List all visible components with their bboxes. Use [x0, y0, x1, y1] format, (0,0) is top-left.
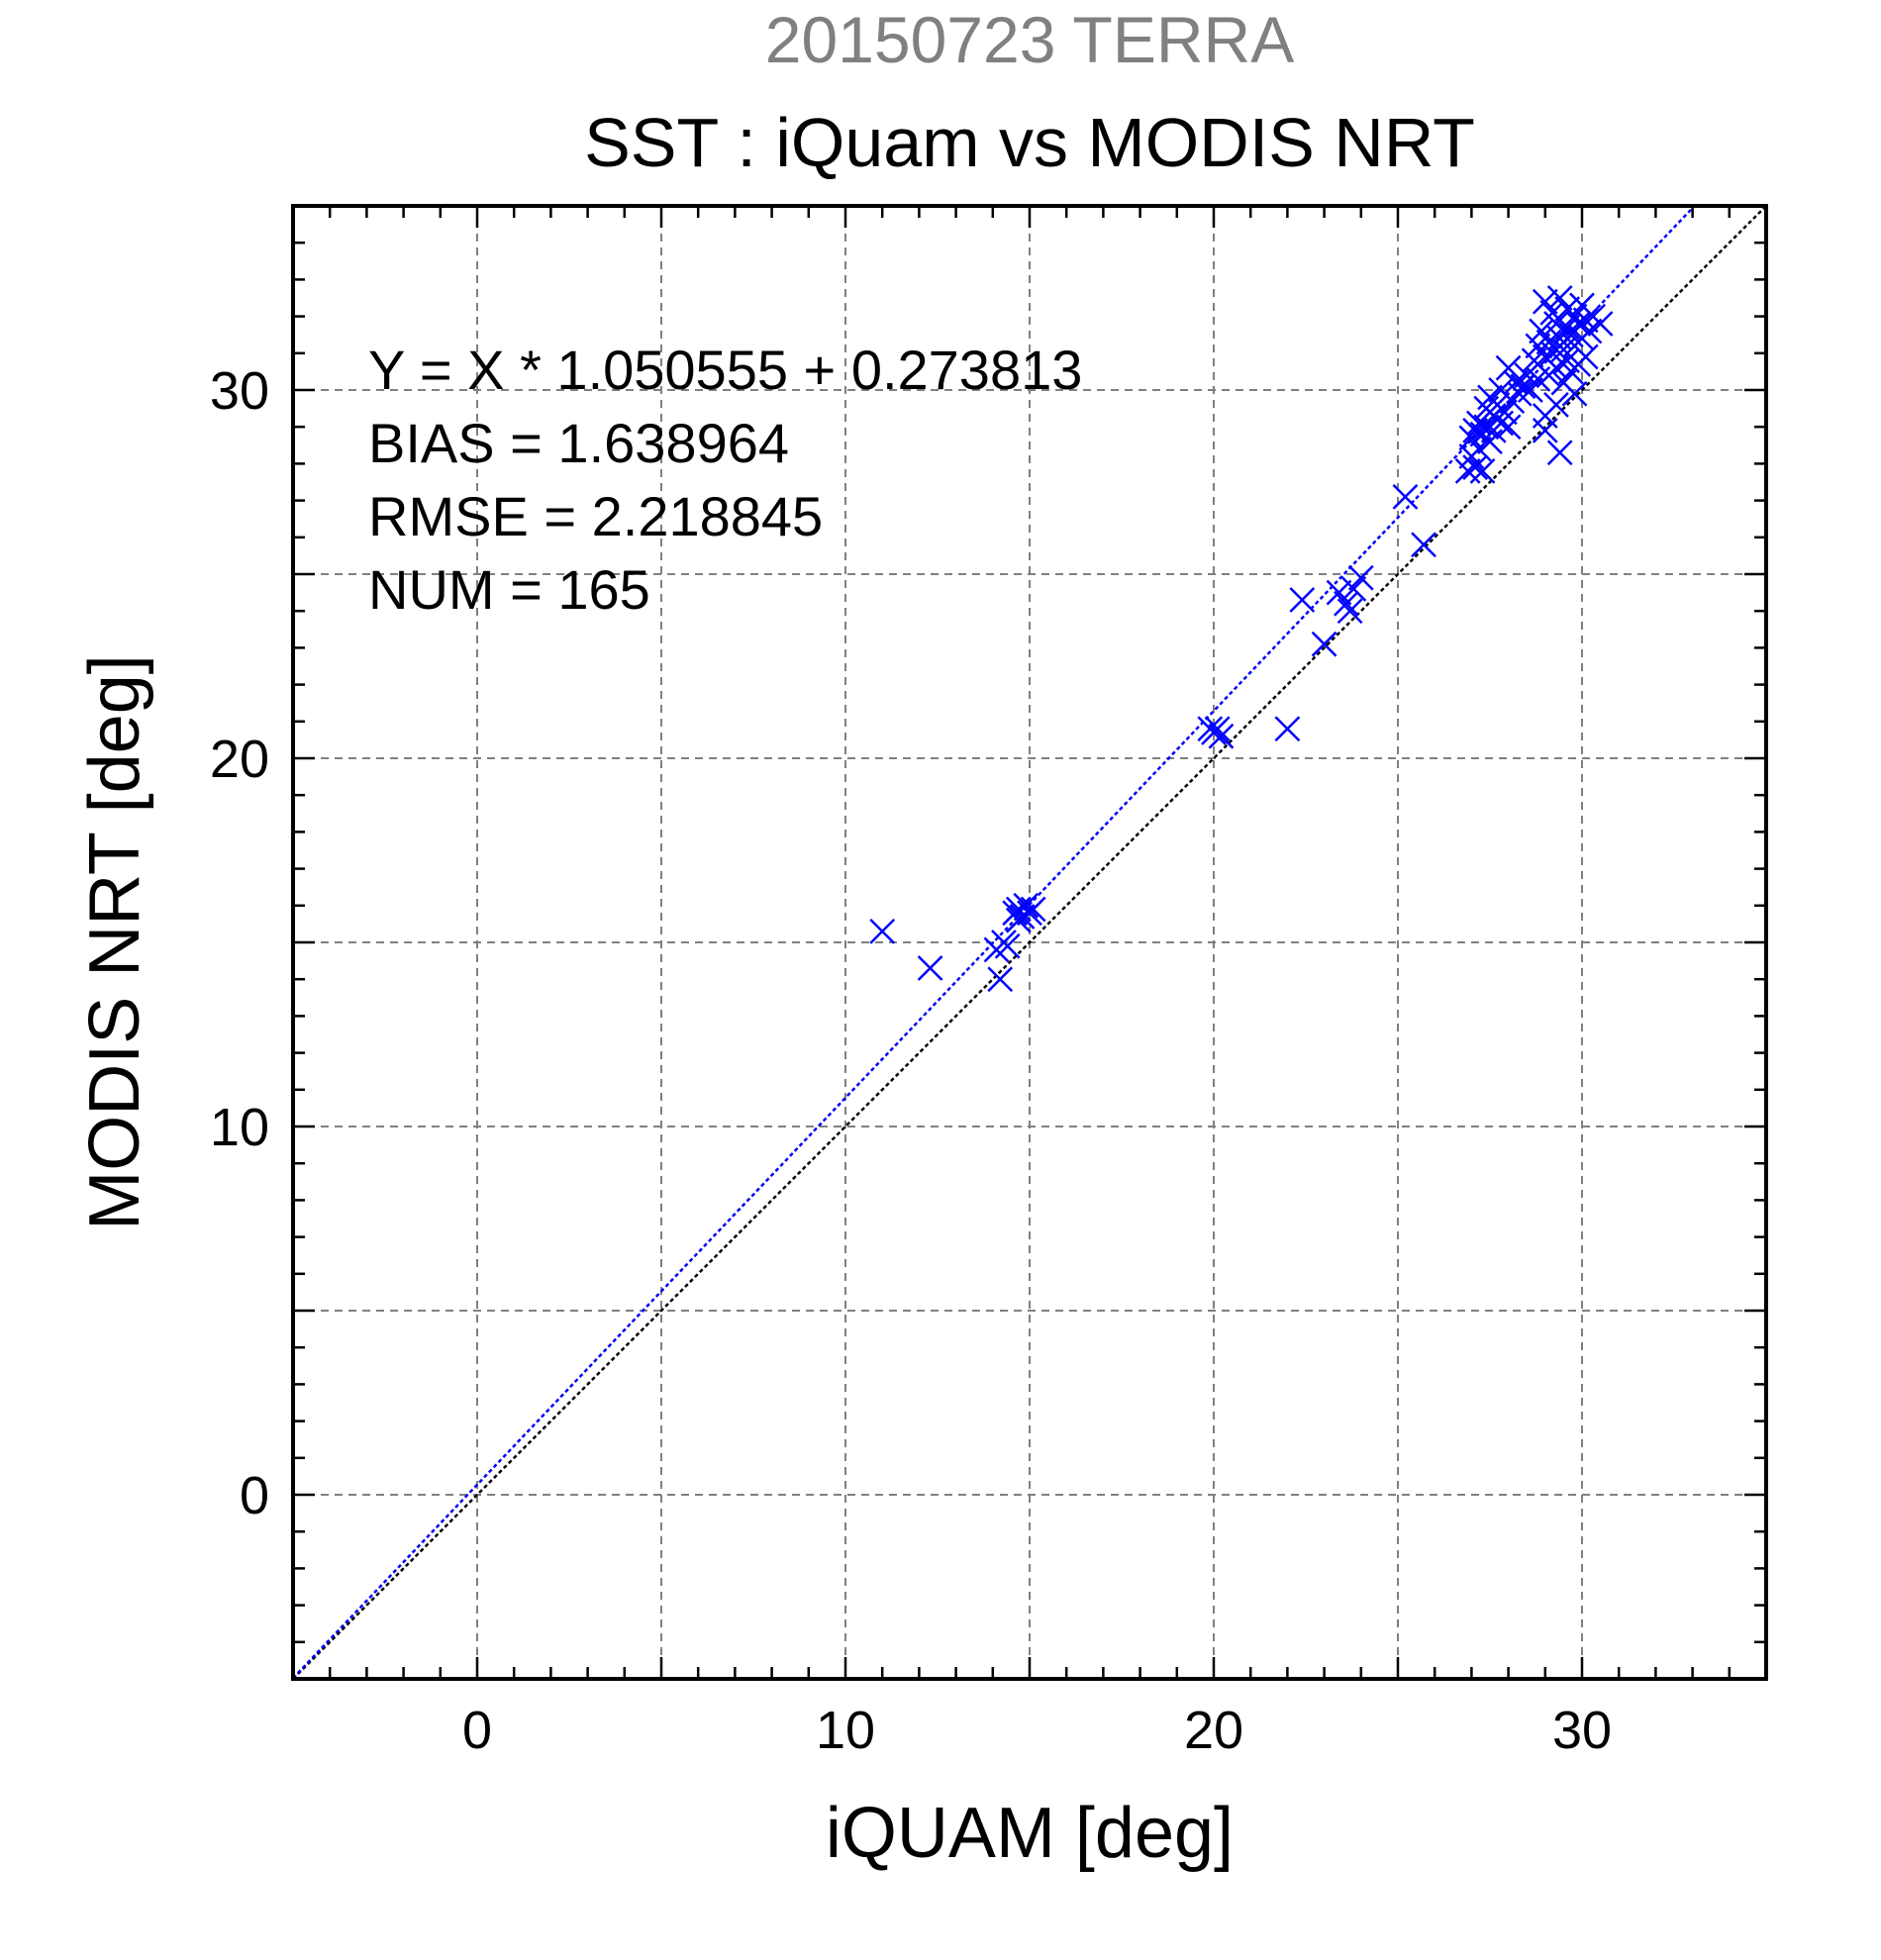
num-text: NUM = 165	[368, 558, 650, 621]
data-point-53	[1518, 377, 1543, 403]
data-point-18	[1289, 587, 1316, 613]
y-tick-label-0: 0	[240, 1466, 269, 1525]
data-point-3	[987, 966, 1014, 993]
x-tick-labels: 0 10 20 30	[462, 1701, 1612, 1760]
identity-line	[292, 205, 1767, 1680]
data-point-69	[1546, 285, 1573, 311]
plot-frame	[291, 204, 1768, 1681]
x-axis-label: iQUAM [deg]	[826, 1794, 1234, 1873]
data-point-16	[1208, 723, 1235, 749]
data-point-68	[1543, 391, 1569, 418]
data-point-22	[1336, 598, 1363, 625]
data-point-5	[994, 932, 1021, 959]
data-point-86	[1572, 343, 1599, 370]
data-point-20	[1326, 579, 1352, 606]
chart-title: SST : iQuam vs MODIS NRT	[584, 104, 1475, 181]
x-tick-label-20: 20	[1184, 1701, 1243, 1760]
data-point-71	[1546, 440, 1573, 466]
y-axis-label: MODIS NRT [deg]	[75, 654, 154, 1230]
data-point-0	[869, 918, 896, 944]
data-point-27	[1454, 457, 1481, 484]
data-point-88	[1576, 318, 1603, 344]
data-point-12	[1005, 907, 1032, 933]
data-points	[869, 285, 1614, 993]
data-point-19	[1311, 631, 1337, 657]
data-point-47	[1495, 354, 1522, 381]
regression-lines	[292, 205, 1767, 1680]
data-point-46	[1495, 414, 1522, 441]
data-point-33	[1465, 436, 1492, 462]
fit-line	[292, 205, 1696, 1680]
data-point-26	[1411, 532, 1436, 558]
y-tick-labels: 0 10 20 30	[210, 361, 269, 1525]
data-point-45	[1491, 399, 1518, 426]
y-tick-label-30: 30	[210, 361, 269, 421]
data-point-34	[1469, 457, 1496, 484]
data-point-59	[1532, 288, 1558, 315]
data-point-21	[1334, 590, 1359, 617]
stats-annotation: Y = X * 1.050555 + 0.273813 BIAS = 1.638…	[368, 339, 1082, 621]
data-point-11	[1020, 896, 1046, 923]
data-point-9	[1013, 892, 1040, 919]
data-point-57	[1529, 318, 1554, 344]
x-tick-label-30: 30	[1552, 1701, 1612, 1760]
bias-text: BIAS = 1.638964	[368, 412, 789, 474]
data-point-17	[1274, 716, 1301, 742]
data-point-23	[1340, 575, 1367, 602]
y-tick-label-20: 20	[210, 730, 269, 789]
data-point-1	[917, 955, 943, 981]
data-point-67	[1543, 354, 1569, 381]
data-point-61	[1532, 418, 1558, 443]
rmse-text: RMSE = 2.218845	[368, 485, 823, 547]
data-point-37	[1473, 414, 1500, 441]
data-point-25	[1392, 483, 1419, 510]
data-point-24	[1347, 564, 1374, 591]
chart-subtitle: 20150723 TERRA	[765, 3, 1294, 76]
data-point-15	[1204, 716, 1231, 742]
fit-equation-text: Y = X * 1.050555 + 0.273813	[368, 339, 1082, 401]
data-point-81	[1561, 380, 1588, 407]
y-tick-label-10: 10	[210, 1098, 269, 1157]
x-tick-label-0: 0	[462, 1701, 492, 1760]
data-point-90	[1587, 311, 1614, 337]
x-tick-label-10: 10	[816, 1701, 875, 1760]
